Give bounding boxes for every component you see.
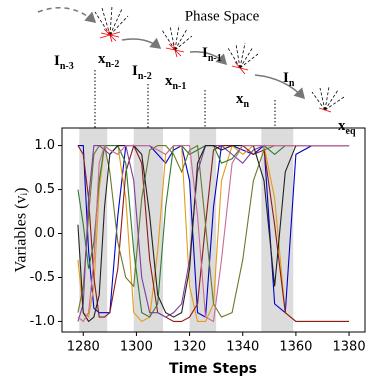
- phase-spread: [99, 27, 332, 113]
- x-tick-label: 1300: [120, 340, 153, 355]
- diagram-label: xn-2: [98, 51, 119, 70]
- label-sub: n: [244, 99, 250, 110]
- label-sub: eq: [346, 126, 356, 137]
- label-main: x: [236, 91, 244, 107]
- diagram-label: In-2: [132, 63, 152, 82]
- plot: 1280 1300 1320 1340 1360 1380 -1.0 -0.5 0.0 0.5 1.…: [30, 127, 366, 355]
- phase-lines: [94, 5, 345, 111]
- x-tick-label: 1360: [279, 340, 312, 355]
- x-tick-label: 1380: [333, 340, 366, 355]
- y-tick-label: -0.5: [30, 270, 55, 285]
- label-main: I: [132, 63, 138, 79]
- diagram-label: xeq: [338, 118, 356, 137]
- label-main: x: [165, 73, 173, 89]
- label-main: I: [283, 70, 289, 86]
- series-line: [77, 144, 350, 322]
- x-tick-label: 1280: [67, 340, 100, 355]
- label-main: x: [98, 51, 106, 67]
- y-axis-label: Variables (vᵢ): [13, 188, 30, 273]
- diagram-label: In-3: [54, 53, 74, 72]
- time-links: [94, 70, 276, 128]
- label-main: x: [338, 118, 346, 134]
- diagram-label: xn-1: [165, 73, 186, 92]
- label-main: I: [54, 53, 60, 69]
- arrow: [254, 74, 306, 100]
- label-sub: n-3: [60, 61, 74, 72]
- label-sub: n-2: [138, 71, 152, 82]
- diagram-label: xn: [236, 91, 250, 110]
- arrow: [37, 7, 97, 23]
- diagram-label: In: [283, 70, 295, 89]
- arrow: [189, 51, 228, 66]
- series-line: [77, 145, 350, 323]
- label-sub: n-1: [208, 53, 222, 64]
- label-main: I: [202, 45, 208, 61]
- y-tick-label: -1.0: [30, 314, 55, 329]
- x-tick-label: 1340: [226, 340, 259, 355]
- x-axis-label: Time Steps: [169, 361, 257, 377]
- label-sub: n-2: [106, 59, 120, 70]
- arrow: [121, 37, 162, 49]
- diagram-label: In-1: [202, 45, 222, 64]
- x-tick-label: 1320: [173, 340, 206, 355]
- series-line: [77, 144, 350, 323]
- phase-diagram: [37, 5, 345, 128]
- y-tick-label: 0.0: [34, 226, 55, 241]
- diagram-title: Phase Space: [185, 8, 260, 24]
- y-tick-label: 0.5: [34, 182, 55, 197]
- y-tick-label: 1.0: [34, 138, 55, 153]
- plot-frame: [61, 127, 366, 333]
- label-sub: n-1: [173, 81, 187, 92]
- label-sub: n: [289, 78, 295, 89]
